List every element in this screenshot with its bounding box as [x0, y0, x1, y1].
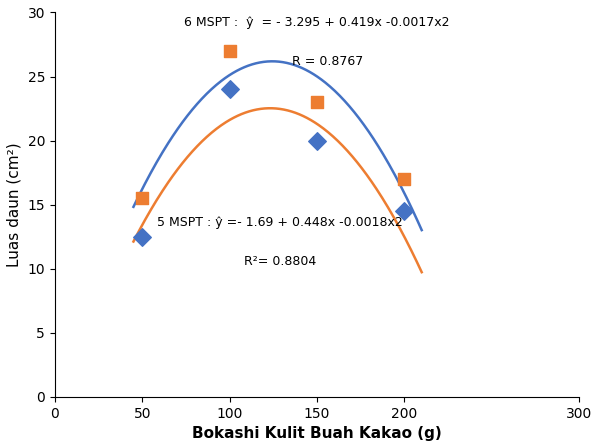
Point — [137, 194, 147, 202]
Point — [400, 207, 409, 215]
Text: 5 MSPT : ŷ =- 1.69 + 0.448x -0.0018x2: 5 MSPT : ŷ =- 1.69 + 0.448x -0.0018x2 — [158, 216, 403, 229]
Point — [312, 99, 322, 106]
Point — [225, 86, 234, 93]
Text: 6 MSPT :  ŷ  = - 3.295 + 0.419x -0.0017x2: 6 MSPT : ŷ = - 3.295 + 0.419x -0.0017x2 — [184, 16, 450, 29]
Y-axis label: Luas daun (cm²): Luas daun (cm²) — [7, 142, 22, 267]
Point — [400, 176, 409, 183]
X-axis label: Bokashi Kulit Buah Kakao (g): Bokashi Kulit Buah Kakao (g) — [192, 426, 442, 441]
Text: R = 0.8767: R = 0.8767 — [292, 55, 363, 68]
Point — [312, 137, 322, 144]
Point — [137, 233, 147, 240]
Text: R²= 0.8804: R²= 0.8804 — [244, 254, 316, 267]
Point — [225, 47, 234, 55]
